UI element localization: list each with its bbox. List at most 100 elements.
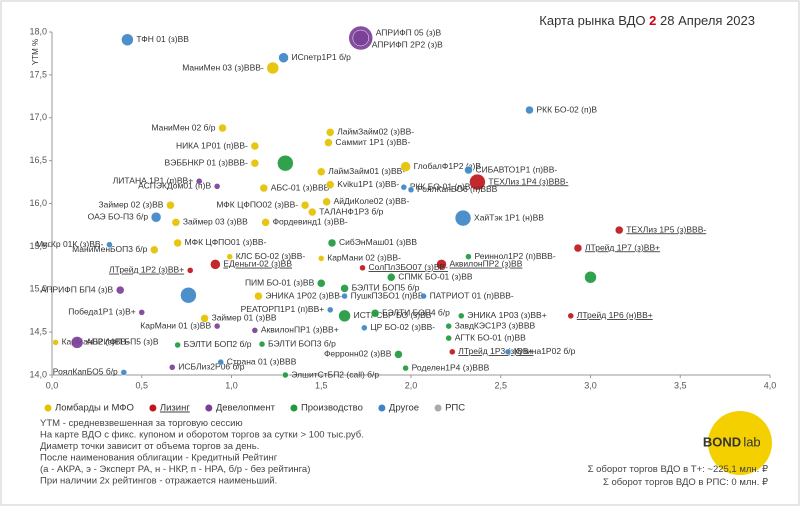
point-label: СолПлЗБО07 (з)ВВ- xyxy=(369,262,449,272)
point-label: ЭНИКА 1Р02 (з)ВВ- xyxy=(265,290,342,300)
point-label: Kviku1Р1 (з)ВВ- xyxy=(337,179,399,189)
point-label: ТАЛАНФ1Р3 б/р xyxy=(319,206,383,216)
x-tick-label: 1,5 xyxy=(315,380,328,390)
logo-circle xyxy=(708,411,772,475)
point-label: ТЕХЛиз 1Р5 (з)ВВВ- xyxy=(626,224,706,234)
bond-point xyxy=(217,358,224,366)
bond-point xyxy=(567,312,575,320)
bond-point xyxy=(200,314,209,323)
bond-point xyxy=(352,29,369,47)
point-label: СИБАВТО1Р1 (п)ВВ- xyxy=(475,164,557,174)
point-label: АйДиКоле02 (з)ВВ- xyxy=(334,196,410,206)
bond-point xyxy=(171,218,181,227)
point-label: АПРИФП 05 (з)В xyxy=(376,27,442,37)
x-tick-label: 3,0 xyxy=(584,380,597,390)
point-label: ЕДеньги-02 (з)ВВ xyxy=(223,259,292,269)
point-label: КарМани 02 (з)ВВ- xyxy=(327,253,401,263)
note: На карте ВДО с фикс. купоном и оборотом … xyxy=(40,430,364,441)
bond-point xyxy=(258,340,266,348)
point-label: МФК ЦФПО02 (з)ВВ- xyxy=(216,199,298,209)
point-label: БЭЛТИ БОП2 б/р xyxy=(184,339,252,349)
title-date: 28 Апреля 2023 xyxy=(660,13,755,28)
point-label: МаниМен 02 б/р xyxy=(151,122,215,132)
bond-point xyxy=(115,285,125,295)
x-tick-label: 4,0 xyxy=(764,380,777,390)
bond-point xyxy=(454,209,472,227)
bond-point xyxy=(407,186,415,194)
point-label: Ферронн02 (з)ВВ xyxy=(324,349,392,359)
y-tick-label: 16,0 xyxy=(29,198,47,208)
point-label: ТЕХЛиз 1Р4 (з)ВВВ- xyxy=(488,176,568,186)
point-label: ОАЭ БО-П3 б/р xyxy=(88,211,149,221)
bond-point xyxy=(445,322,452,330)
point-label: Победа1Р1 (з)В+ xyxy=(68,307,136,317)
point-label: ГлобалФ1Р2 (з)В xyxy=(414,161,482,171)
note: Диаметр точки зависит от объема торгов з… xyxy=(40,441,259,452)
point-label: ПИМ БО-01 (з)ВВ xyxy=(245,277,315,287)
point-label: Кузина1Р02 б/р xyxy=(514,346,576,356)
point-label: РоялКапБО5 б/р xyxy=(53,367,118,377)
point-label: МигКр 01К (з)ВВ- xyxy=(36,239,104,249)
bond-point xyxy=(213,183,221,190)
bond-point xyxy=(469,173,486,191)
bond-point xyxy=(387,272,396,282)
bond-point xyxy=(325,180,335,189)
bond-point xyxy=(213,322,221,330)
point-label: ТФН 01 (з)ВВ xyxy=(136,34,189,44)
y-tick-label: 15,5 xyxy=(29,241,47,251)
legend-marker xyxy=(290,404,298,412)
point-label: Реиннол1Р2 (п)ВВВ- xyxy=(474,251,555,261)
point-label: НИКА 1Р01 (п)ВВ- xyxy=(176,140,248,150)
bond-point xyxy=(150,245,159,255)
point-label: БЭЛТИ БОП4 б/р xyxy=(382,308,450,318)
bond-point xyxy=(226,253,233,260)
point-label: КарМани 01 (з)ВВ xyxy=(140,320,211,330)
point-label: МаниМен 03 (з)ВВВ- xyxy=(182,62,264,72)
point-label: Роделен1Р4 (з)ВВВ xyxy=(412,362,490,372)
bond-point xyxy=(525,105,534,115)
legend-label: Ломбарды и МФО xyxy=(55,403,134,414)
legend-label: Другое xyxy=(389,403,419,414)
point-label: ЛаймЗайм01 (з)ВВ- xyxy=(328,166,405,176)
point-label: ИСБЛиз2Р06 б/р xyxy=(178,362,244,372)
bond-point xyxy=(52,339,59,346)
y-tick-label: 18,0 xyxy=(29,26,47,36)
point-label: РКК БО-01 (п)В xyxy=(410,181,471,191)
bond-point xyxy=(250,141,260,151)
x-tick-label: 0,5 xyxy=(135,380,148,390)
point-label: ЛТрейд 1Р3 (з)ВВ+ xyxy=(458,346,533,356)
y-tick-label: 17,5 xyxy=(29,69,47,79)
bond-point xyxy=(584,270,597,284)
y-tick-label: 15,0 xyxy=(29,284,47,294)
point-label: Займер 01 (з)ВВ xyxy=(212,313,277,323)
point-label: ЛаймЗайм02 (з)ВВ- xyxy=(337,127,414,137)
x-tick-label: 3,5 xyxy=(674,380,687,390)
bond-point xyxy=(402,364,409,372)
point-label: ЛИТАНА 1Р1 (п)ВВ+ xyxy=(113,175,194,185)
bond-point xyxy=(166,200,175,210)
point-label: ЛТрейд 1Р2 (з)ВВ+ xyxy=(109,265,184,275)
bond-point xyxy=(317,167,326,177)
bond-point xyxy=(250,158,260,168)
legend-label: Девелопмент xyxy=(216,403,276,414)
point-label: ЗавдКЭС1Р3 (з)ВВВ xyxy=(455,320,536,330)
chart-title: Карта рынка ВДО 2 28 Апреля 2023 xyxy=(539,13,755,28)
bond-point xyxy=(261,218,270,227)
bond-point xyxy=(400,161,411,172)
bond-point xyxy=(324,138,333,147)
y-tick-label: 16,5 xyxy=(29,155,47,165)
bond-point xyxy=(504,348,512,356)
y-axis-label: YTM % xyxy=(31,39,40,65)
point-label: РКК БО-02 (п)В xyxy=(536,104,597,114)
bond-point xyxy=(359,264,366,272)
legend-marker xyxy=(378,404,386,412)
point-label: АквилонПР2 (з)ВВ xyxy=(450,259,523,269)
point-label: ХайТэк 1Р1 (н)ВВ xyxy=(474,212,544,222)
bond-point xyxy=(121,33,134,46)
bond-point xyxy=(340,284,349,293)
bond-point xyxy=(327,238,337,248)
x-tick-label: 1,0 xyxy=(225,380,238,390)
total: Σ оборот торгов ВДО в Т+: ~225,1 млн. ₽ xyxy=(588,464,768,475)
bond-point xyxy=(338,309,351,323)
